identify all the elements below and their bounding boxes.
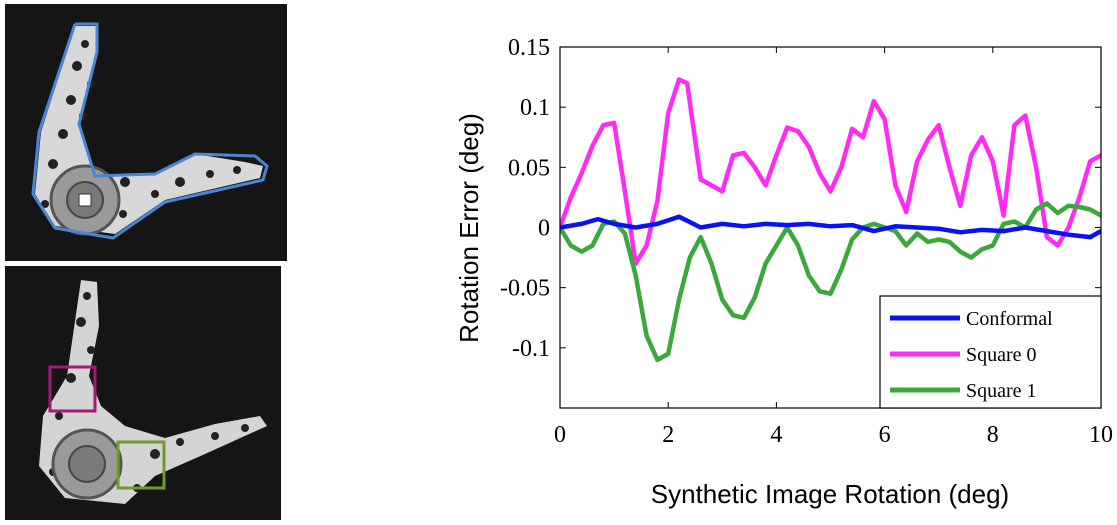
x-tick-label: 6 <box>879 422 891 448</box>
y-tick-label: 0.15 <box>508 35 550 61</box>
series-layer <box>560 77 1101 363</box>
x-tick-label: 8 <box>987 422 999 448</box>
series-line-square-1 <box>560 201 1101 363</box>
legend-label: Conformal <box>966 308 1053 330</box>
y-tick-label: 0 <box>538 216 550 242</box>
top-image-panel <box>5 4 287 261</box>
object-conformal-image <box>31 22 269 240</box>
x-tick-label: 0 <box>554 422 566 448</box>
ticks-layer: 0 2 4 6 8 10 0.15 0.1 0.05 0 -0.05 -0.1 <box>500 35 1113 448</box>
x-tick-label: 2 <box>662 422 674 448</box>
y-tick-label: 0.1 <box>520 95 550 121</box>
series-line-conformal <box>560 214 1101 240</box>
y-tick-label: -0.1 <box>512 336 550 362</box>
legend-label: Square 0 <box>966 344 1037 366</box>
y-axis-label: Rotation Error (deg) <box>454 113 484 343</box>
object-square-windows-image <box>39 280 267 504</box>
y-tick-label: 0.05 <box>508 155 550 181</box>
series-line-square-0 <box>560 77 1101 266</box>
y-tick-label: -0.05 <box>500 276 550 302</box>
legend-label: Square 1 <box>966 380 1037 402</box>
x-tick-label: 4 <box>770 422 782 448</box>
x-axis-label: Synthetic Image Rotation (deg) <box>651 479 1009 509</box>
bottom-image-panel <box>5 266 281 520</box>
legend: Conformal Square 0 Square 1 <box>879 295 1102 409</box>
x-tick-label: 10 <box>1089 422 1113 448</box>
